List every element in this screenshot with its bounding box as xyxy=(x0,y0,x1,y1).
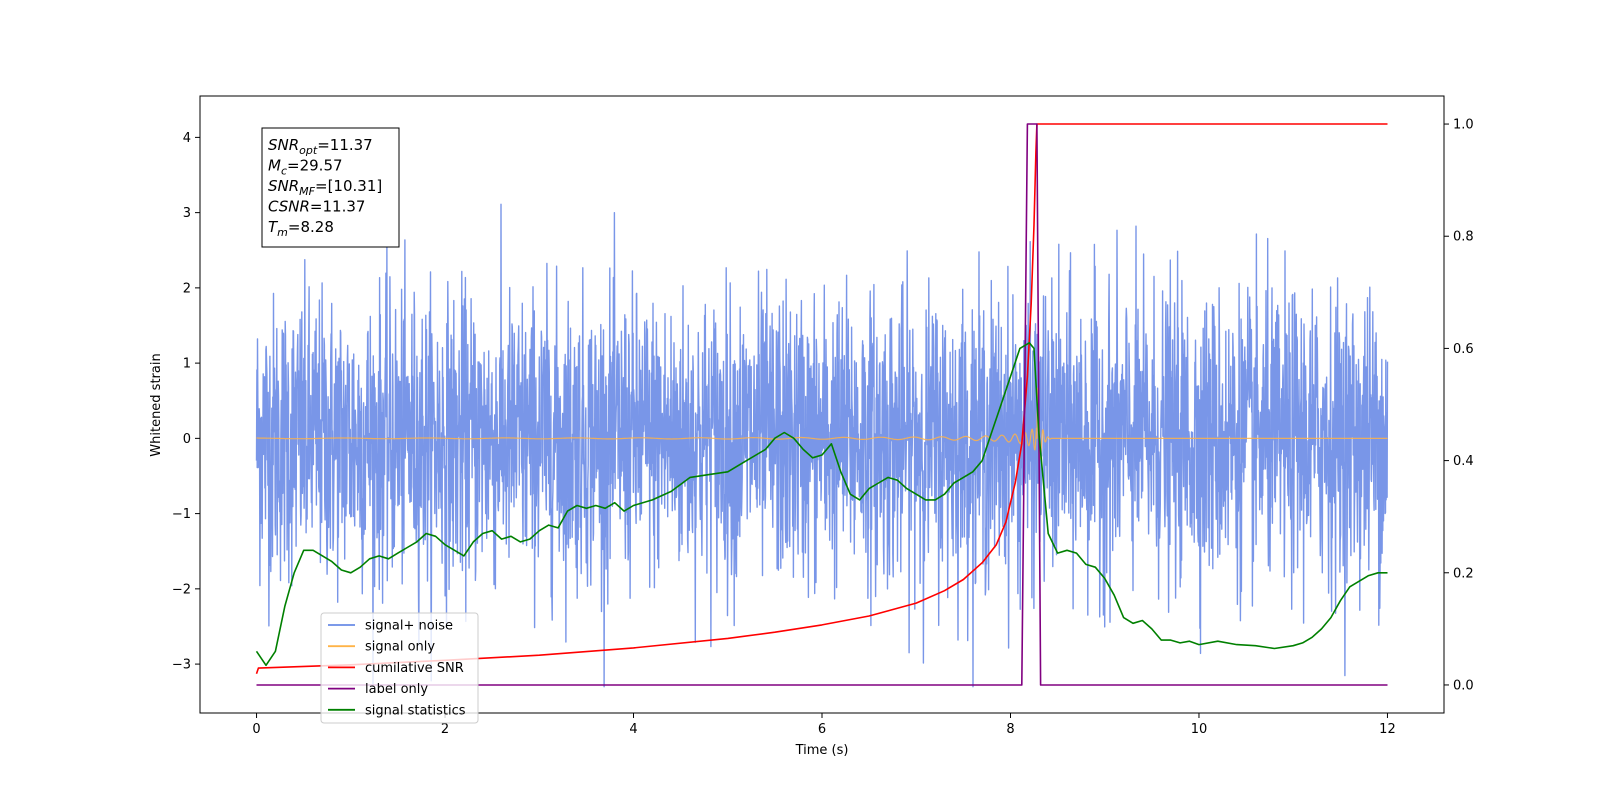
x-tick-label: 2 xyxy=(441,722,449,737)
y2-tick-label: 1.0 xyxy=(1453,118,1474,133)
annotation-box: SNRopt=11.37Mc=29.57SNRMF=[10.31]CSNR=11… xyxy=(261,127,400,248)
annotation-line: SNRopt=11.37 xyxy=(268,136,373,157)
x-tick-label: 6 xyxy=(818,722,826,737)
annotation-line: SNRMF=[10.31] xyxy=(268,177,382,198)
y-tick-label: 1 xyxy=(183,357,191,372)
x-tick-label: 10 xyxy=(1191,722,1208,737)
series-line-3 xyxy=(256,123,1388,686)
y-axis-label: Whitened strain xyxy=(149,353,164,456)
x-axis-label: Time (s) xyxy=(795,743,849,758)
y2-tick-label: 0.6 xyxy=(1453,342,1474,357)
x-tick-label: 12 xyxy=(1379,722,1396,737)
legend-label: signal+ noise xyxy=(365,619,453,634)
annotation-line: Mc=29.57 xyxy=(268,157,343,178)
series-line-1 xyxy=(256,387,1388,460)
annotation-frame xyxy=(261,127,400,248)
y2-tick-label: 0.0 xyxy=(1453,678,1474,693)
x-tick-label: 8 xyxy=(1006,722,1014,737)
annotation-line: CSNR=11.37 xyxy=(268,198,365,216)
series-line-2 xyxy=(255,123,1388,674)
y-tick-label: 3 xyxy=(183,206,191,221)
y2-tick-label: 0.2 xyxy=(1453,566,1474,581)
y-tick-label: 0 xyxy=(183,432,191,447)
legend-label: signal only xyxy=(365,640,435,655)
legend-label: signal statistics xyxy=(365,703,466,718)
legend-frame xyxy=(320,612,479,724)
annotation-line: Tm=8.28 xyxy=(268,218,334,239)
legend-label: cumilative SNR xyxy=(365,661,464,676)
y2-tick-label: 0.4 xyxy=(1453,454,1474,469)
y-tick-label: −1 xyxy=(172,507,191,522)
legend-label: label only xyxy=(365,682,428,697)
y2-tick-label: 0.8 xyxy=(1453,230,1474,245)
y-tick-label: 2 xyxy=(183,281,191,296)
series-layer xyxy=(255,123,1389,688)
y-tick-label: −2 xyxy=(172,582,191,597)
series-line-0 xyxy=(255,203,1389,688)
y-tick-label: −3 xyxy=(172,658,191,673)
legend: signal+ noise signal only cumilative SNR la… xyxy=(320,612,479,724)
y-tick-label: 4 xyxy=(183,131,191,146)
x-tick-label: 4 xyxy=(629,722,637,737)
series-line-4 xyxy=(255,342,1388,667)
x-tick-label: 0 xyxy=(252,722,260,737)
